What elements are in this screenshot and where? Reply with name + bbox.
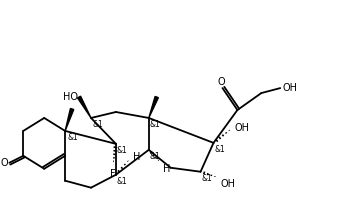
Text: &1: &1	[117, 146, 128, 155]
Polygon shape	[78, 96, 91, 118]
Text: HO: HO	[63, 92, 78, 102]
Text: &1: &1	[215, 145, 225, 154]
Text: F: F	[110, 169, 116, 179]
Text: O: O	[218, 77, 225, 87]
Text: O: O	[1, 158, 8, 168]
Text: OH: OH	[282, 83, 297, 93]
Polygon shape	[149, 96, 158, 118]
Text: &1: &1	[150, 120, 160, 129]
Text: &1: &1	[67, 133, 78, 142]
Text: &1: &1	[150, 152, 160, 161]
Text: H: H	[133, 152, 140, 162]
Text: &1: &1	[202, 174, 212, 183]
Text: &1: &1	[92, 120, 103, 129]
Text: H: H	[163, 164, 170, 174]
Text: &1: &1	[117, 177, 128, 186]
Polygon shape	[65, 109, 74, 131]
Text: OH: OH	[220, 179, 236, 189]
Text: OH: OH	[235, 123, 249, 133]
